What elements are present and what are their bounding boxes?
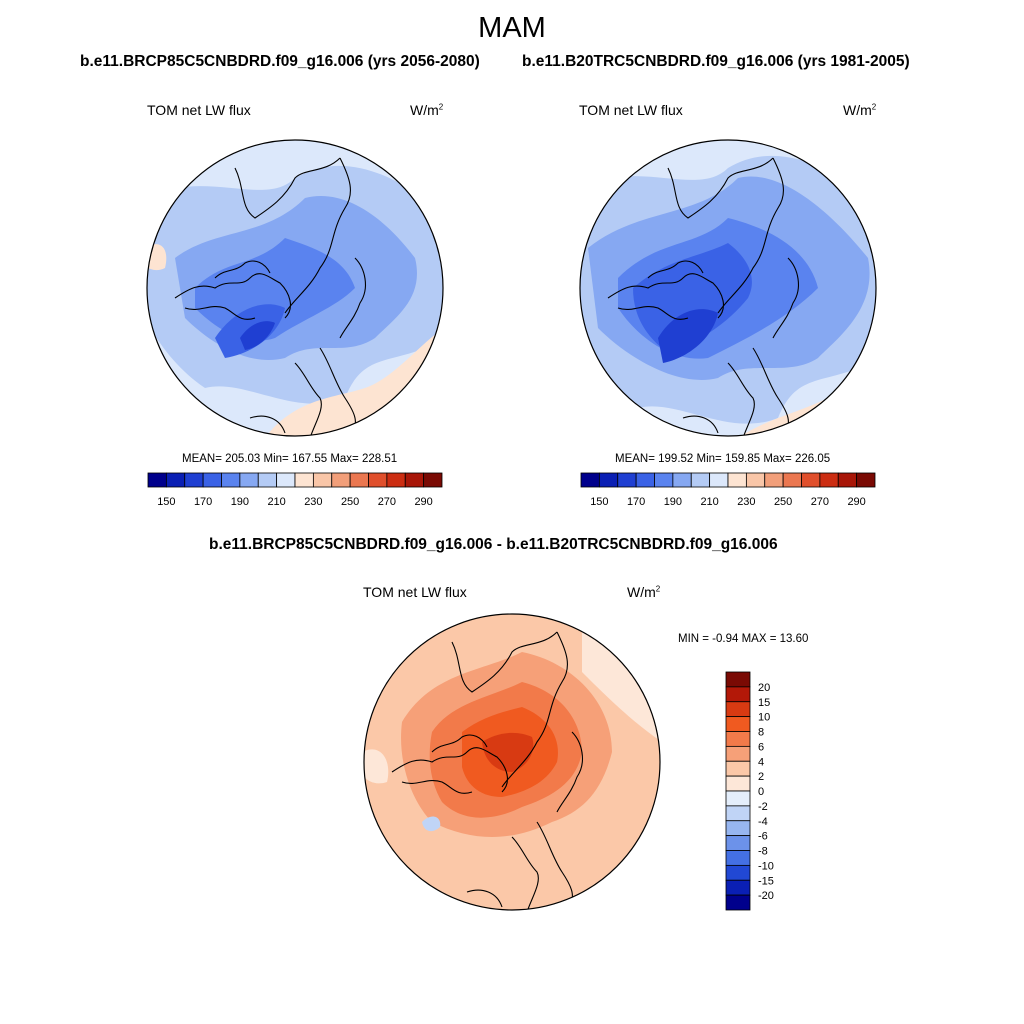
colorbar-cell: [725, 671, 751, 688]
colorbar-cell: [147, 472, 167, 488]
test-variable-label: TOM net LW flux: [147, 102, 251, 118]
colorbar-cell: [672, 472, 692, 488]
colorbar-cell: [221, 472, 241, 488]
colorbar-cell: [725, 820, 751, 837]
control-polar-map: [579, 139, 877, 437]
colorbar-cell: [725, 805, 751, 822]
colorbar-cell: [725, 879, 751, 896]
colorbar-tick-label: 290: [847, 496, 865, 508]
colorbar-tick-label: 250: [774, 496, 792, 508]
colorbar-tick-label: -4: [758, 816, 768, 828]
colorbar-cell: [331, 472, 351, 488]
colorbar-cell: [580, 472, 600, 488]
control-variable-label: TOM net LW flux: [579, 102, 683, 118]
diff-units-label: W/m2: [627, 584, 661, 600]
colorbar-cell: [165, 472, 186, 488]
colorbar-cell: [257, 472, 278, 488]
colorbar-tick-label: -15: [758, 875, 774, 887]
difference-title: b.e11.BRCP85C5CNBDRD.f09_g16.006 - b.e11…: [209, 536, 778, 553]
colorbar-tick-label: 270: [811, 496, 829, 508]
colorbar-cell: [745, 472, 766, 488]
test-stats: MEAN= 205.03 Min= 167.55 Max= 228.51: [182, 453, 398, 465]
colorbar-cell: [856, 472, 876, 488]
colorbar-tick-label: 210: [267, 496, 285, 508]
colorbar-cell: [725, 775, 751, 792]
colorbar-tick-label: 6: [758, 741, 764, 753]
colorbar-cell: [239, 472, 259, 488]
colorbar-cell: [819, 472, 839, 488]
colorbar-cell: [184, 472, 204, 488]
colorbar-tick-label: 250: [341, 496, 359, 508]
colorbar-tick-label: -8: [758, 846, 768, 858]
colorbar-cell: [349, 472, 369, 488]
colorbar-tick-label: 8: [758, 727, 764, 739]
colorbar-cell: [598, 472, 619, 488]
colorbar-cell: [725, 701, 751, 718]
colorbar-tick-label: 170: [627, 496, 645, 508]
colorbar-tick-label: 230: [737, 496, 755, 508]
colorbar-tick-label: -6: [758, 831, 768, 843]
colorbar-tick-label: 210: [700, 496, 718, 508]
colorbar-cell: [202, 472, 222, 488]
colorbar-cell: [725, 745, 751, 762]
control-units-label: W/m2: [843, 102, 877, 118]
colorbar-cell: [404, 472, 425, 488]
colorbar-tick-label: 0: [758, 786, 764, 798]
colorbar-cell: [725, 864, 751, 881]
colorbar-tick-label: -2: [758, 801, 768, 813]
colorbar-cell: [423, 472, 443, 488]
control-case-title: b.e11.B20TRC5CNBDRD.f09_g16.006 (yrs 198…: [522, 53, 910, 70]
test-polar-map: [146, 139, 444, 437]
control-colorbar: 150 170 190 210 230 250 270 290: [580, 472, 876, 508]
colorbar-cell: [725, 835, 751, 851]
colorbar-cell: [386, 472, 406, 488]
colorbar-tick-label: 150: [590, 496, 608, 508]
colorbar-tick-label: -20: [758, 890, 774, 902]
test-case-title: b.e11.BRCP85C5CNBDRD.f09_g16.006 (yrs 20…: [80, 53, 480, 70]
colorbar-tick-label: -10: [758, 860, 774, 872]
colorbar-cell: [725, 850, 751, 866]
colorbar-cell: [617, 472, 637, 488]
colorbar-tick-label: 2: [758, 771, 764, 783]
colorbar-tick-label: 10: [758, 712, 770, 724]
colorbar-cell: [654, 472, 674, 488]
colorbar-cell: [837, 472, 858, 488]
colorbar-tick-label: 290: [414, 496, 432, 508]
colorbar-cell: [276, 472, 296, 488]
colorbar-cell: [312, 472, 333, 488]
colorbar-tick-label: 4: [758, 756, 764, 768]
colorbar-tick-label: 15: [758, 697, 770, 709]
colorbar-cell: [725, 894, 751, 911]
test-colorbar: 150 170 190 210 230 250 270 290: [147, 472, 443, 508]
diff-variable-label: TOM net LW flux: [363, 584, 467, 600]
colorbar-cell: [727, 472, 747, 488]
colorbar-cell: [725, 686, 751, 703]
colorbar-cell: [690, 472, 711, 488]
colorbar-tick-label: 230: [304, 496, 322, 508]
colorbar-tick-label: 190: [664, 496, 682, 508]
colorbar-cell: [764, 472, 784, 488]
colorbar-cell: [782, 472, 802, 488]
colorbar-tick-label: 150: [157, 496, 175, 508]
colorbar-cell: [725, 716, 751, 732]
colorbar-tick-label: 270: [378, 496, 396, 508]
colorbar-cell: [635, 472, 655, 488]
test-units-label: W/m2: [410, 102, 444, 118]
colorbar-cell: [294, 472, 314, 488]
control-stats: MEAN= 199.52 Min= 159.85 Max= 226.05: [615, 453, 831, 465]
colorbar-tick-label: 20: [758, 682, 770, 694]
colorbar-cell: [725, 760, 751, 777]
difference-polar-map: [363, 613, 661, 911]
colorbar-cell: [801, 472, 821, 488]
colorbar-cell: [709, 472, 729, 488]
colorbar-tick-label: 190: [231, 496, 249, 508]
diff-stats: MIN = -0.94 MAX = 13.60: [678, 633, 809, 645]
colorbar-cell: [725, 731, 751, 747]
colorbar-cell: [368, 472, 388, 488]
colorbar-tick-label: 170: [194, 496, 212, 508]
colorbar-cell: [725, 790, 751, 807]
season-title: MAM: [478, 12, 546, 44]
